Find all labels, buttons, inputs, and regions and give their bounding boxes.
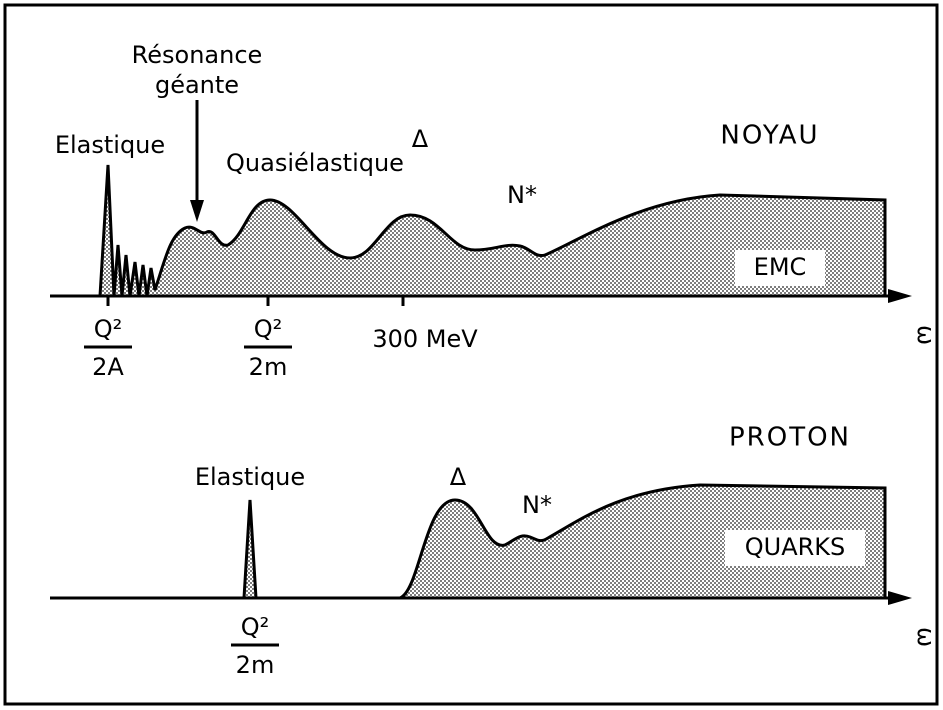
numerator: Q²: [254, 315, 283, 343]
frame: [3, 3, 939, 706]
proton-spectrum: [399, 483, 887, 600]
label-box: [735, 250, 825, 286]
noyau-panel: Elastique Résonance géante Quasiélastiqu…: [50, 41, 940, 381]
nstar-label: N*: [522, 491, 552, 519]
numerator: Q²: [94, 315, 123, 343]
proton-elastic-peak: [242, 499, 258, 600]
resonance-label: géante: [155, 71, 239, 99]
axis-arrow: [888, 591, 912, 605]
panel-title: PROTON: [729, 423, 851, 453]
box-label: QUARKS: [745, 533, 846, 561]
noyau-spectrum: [98, 164, 887, 298]
arrow-head: [190, 200, 204, 222]
delta-label: Δ: [412, 125, 429, 153]
axis-symbol: ω: [912, 325, 940, 345]
label-box: [725, 530, 865, 566]
nstar-label: N*: [507, 181, 537, 209]
resonance-label: Résonance: [132, 41, 263, 69]
numerator: Q²: [241, 613, 270, 641]
elastic-label: Elastique: [55, 131, 165, 159]
elastic-label: Elastique: [195, 463, 305, 491]
box-label: EMC: [754, 253, 807, 281]
axis-symbol: ω: [912, 627, 940, 647]
denominator: 2m: [236, 651, 275, 679]
denominator: 2m: [249, 353, 288, 381]
axis-arrow: [888, 289, 912, 303]
quasi-label: Quasiélastique: [226, 149, 404, 177]
panel-title: NOYAU: [720, 121, 819, 151]
energy-label: 300 MeV: [372, 325, 478, 353]
denominator: 2A: [92, 353, 124, 381]
delta-label: Δ: [450, 463, 467, 491]
proton-panel: Elastique Δ N* PROTON QUARKS Q² 2m ω: [50, 423, 940, 679]
